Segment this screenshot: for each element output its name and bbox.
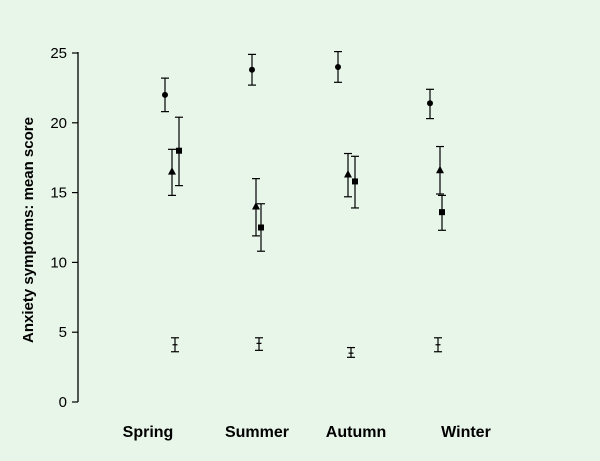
data-point xyxy=(335,63,341,70)
data-point xyxy=(252,202,260,210)
y-tick-label: 15 xyxy=(50,185,67,202)
data-series xyxy=(161,51,446,358)
x-category-label: Autumn xyxy=(326,424,386,441)
data-point xyxy=(168,167,176,175)
data-point xyxy=(344,169,352,178)
series-square xyxy=(175,116,446,252)
data-point xyxy=(352,178,358,185)
y-tick-label: 0 xyxy=(59,394,67,411)
y-axis: 0 5 10 15 20 25 xyxy=(50,45,79,411)
y-tick-label: 5 xyxy=(59,324,67,341)
data-point xyxy=(162,91,168,98)
y-tick-label: 20 xyxy=(50,115,67,132)
data-point xyxy=(176,147,182,154)
data-point xyxy=(439,209,445,216)
x-category-label: Spring xyxy=(123,424,174,441)
data-point xyxy=(249,66,255,73)
y-axis-title: Anxiety symptoms: mean score xyxy=(20,117,37,343)
y-tick-label: 10 xyxy=(50,254,67,271)
series-triangle xyxy=(168,145,444,237)
x-axis-labels: Spring Summer Autumn Winter xyxy=(123,424,491,441)
data-point xyxy=(436,165,444,174)
y-tick-label: 25 xyxy=(50,45,67,62)
series-circle xyxy=(161,51,434,120)
data-point xyxy=(258,224,264,231)
series-dash xyxy=(171,337,442,358)
data-point xyxy=(427,100,433,107)
x-category-label: Winter xyxy=(441,424,491,441)
x-category-label: Summer xyxy=(225,424,289,441)
